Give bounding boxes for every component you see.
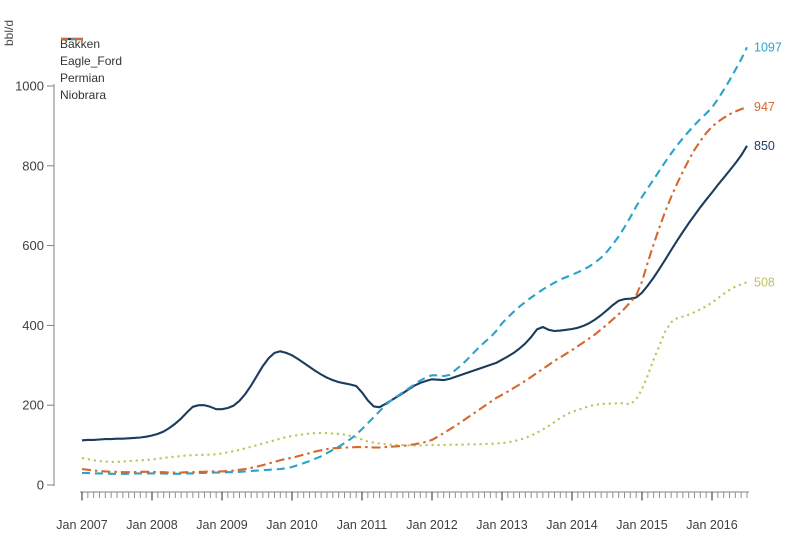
- x-axis-tick-label: Jan 2013: [476, 518, 527, 532]
- x-axis-tick-label: Jan 2008: [126, 518, 177, 532]
- legend-label: Eagle_Ford: [60, 54, 123, 68]
- series-end-label-eagle_ford: 1097: [754, 40, 782, 54]
- legend: Bakken Eagle_Ford Permian Niobrara: [60, 36, 122, 104]
- x-axis-tick-label: Jan 2010: [266, 518, 317, 532]
- legend-label: Niobrara: [60, 88, 107, 102]
- x-axis-tick-label: Jan 2016: [686, 518, 737, 532]
- x-axis-tick-label: Jan 2011: [337, 518, 388, 532]
- y-axis-tick-label: 800: [22, 158, 44, 173]
- x-axis-tick-label: Jan 2007: [56, 518, 107, 532]
- series-line-permian: [81, 281, 748, 463]
- legend-label: Bakken: [60, 37, 101, 51]
- y-axis-tick-label: 1000: [15, 79, 44, 94]
- legend-item-permian: Permian: [60, 37, 122, 87]
- y-axis-tick-label: 200: [22, 398, 44, 413]
- x-axis-tick-label: Jan 2014: [546, 518, 597, 532]
- legend-label: Permian: [60, 71, 105, 85]
- x-axis-tick-label: Jan 2012: [406, 518, 457, 532]
- y-axis-tick-label: 0: [37, 478, 44, 493]
- x-axis-tick-label: Jan 2009: [196, 518, 247, 532]
- y-axis-tick-label: 400: [22, 318, 44, 333]
- series-line-niobrara: [81, 106, 748, 474]
- legend-line-sample: [61, 37, 83, 41]
- y-axis-tick-label: 600: [22, 238, 44, 253]
- x-axis-tick-label: Jan 2015: [616, 518, 667, 532]
- series-end-label-niobrara: 947: [754, 100, 775, 114]
- series-end-label-bakken: 850: [754, 139, 775, 153]
- series-line-eagle_ford: [82, 46, 748, 475]
- y-axis-title: bbl/d: [2, 19, 17, 47]
- series-end-label-permian: 508: [754, 275, 775, 289]
- series-line-bakken: [81, 145, 748, 442]
- legend-item-eagle-ford: Eagle_Ford: [60, 37, 123, 70]
- legend-item-niobrara: Niobrara: [60, 37, 122, 104]
